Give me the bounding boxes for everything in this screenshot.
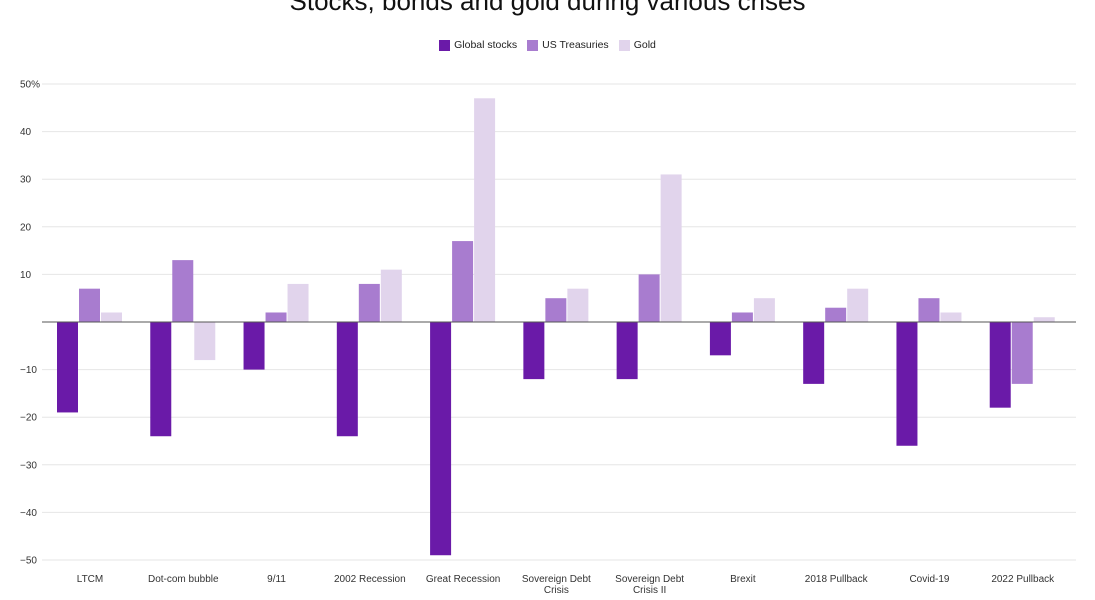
legend-item-global-stocks: Global stocks: [439, 39, 517, 51]
bar: [57, 322, 78, 413]
bar: [847, 288, 869, 322]
y-tick-label: −30: [20, 460, 37, 471]
legend-label-us-treasuries: US Treasuries: [542, 39, 609, 51]
bar: [545, 298, 567, 322]
bar: [660, 174, 682, 322]
bar: [101, 312, 122, 322]
category-label: 9/11: [267, 574, 286, 585]
bar: [358, 283, 380, 322]
bar: [709, 322, 731, 356]
category-label: 2002 Recession: [334, 574, 406, 585]
bar: [1011, 322, 1033, 384]
bar: [523, 322, 545, 380]
y-tick-label: 20: [20, 222, 32, 233]
legend-swatch-us-treasuries: [527, 39, 539, 51]
category-label: 2022 Pullback: [991, 574, 1055, 585]
bar: [940, 312, 962, 322]
y-tick-label: 10: [20, 270, 32, 281]
legend-item-gold: Gold: [618, 39, 656, 51]
bar: [918, 298, 940, 322]
bar: [896, 322, 918, 446]
y-tick-label: 30: [20, 175, 32, 186]
category-label: Great Recession: [426, 574, 500, 585]
bar: [753, 298, 775, 322]
category-label: LTCM: [77, 574, 103, 585]
bar: [731, 312, 753, 322]
legend: Global stocks US Treasuries Gold: [0, 39, 1095, 51]
y-tick-label: 50%: [20, 80, 40, 91]
y-tick-label: −40: [20, 508, 37, 519]
bar: [803, 322, 825, 384]
category-label: Sovereign Debt: [615, 574, 684, 585]
bar: [638, 274, 660, 322]
bar: [380, 269, 402, 322]
y-tick-label: 40: [20, 127, 32, 138]
category-label: Crisis: [544, 585, 569, 596]
category-label: Covid-19: [909, 574, 949, 585]
bar: [336, 322, 358, 437]
legend-swatch-global-stocks: [439, 39, 451, 51]
bar: [265, 312, 287, 322]
category-label: Crisis II: [633, 585, 666, 596]
y-tick-label: −50: [20, 556, 37, 567]
bar: [989, 322, 1011, 408]
bar: [79, 288, 100, 322]
bar: [194, 322, 216, 361]
chart-title: Stocks, bonds and gold during various cr…: [289, 0, 806, 16]
bar: [287, 283, 309, 322]
bar: [172, 260, 194, 322]
category-label: Sovereign Debt: [522, 574, 591, 585]
bar: [452, 241, 474, 322]
bar: [474, 98, 496, 322]
y-tick-label: −10: [20, 365, 37, 376]
bar: [1033, 317, 1055, 322]
y-tick-label: −20: [20, 413, 37, 424]
legend-swatch-gold: [618, 39, 630, 51]
legend-label-global-stocks: Global stocks: [454, 39, 518, 51]
bar: [243, 322, 265, 370]
category-label: Brexit: [730, 574, 756, 585]
bar: [825, 307, 847, 322]
category-label: Dot-com bubble: [148, 574, 219, 585]
bar: [567, 288, 589, 322]
bar: [150, 322, 172, 437]
bar: [430, 322, 452, 556]
legend-item-us-treasuries: US Treasuries: [527, 39, 609, 51]
category-label: 2018 Pullback: [805, 574, 869, 585]
legend-label-gold: Gold: [633, 39, 656, 51]
bar: [616, 322, 638, 380]
